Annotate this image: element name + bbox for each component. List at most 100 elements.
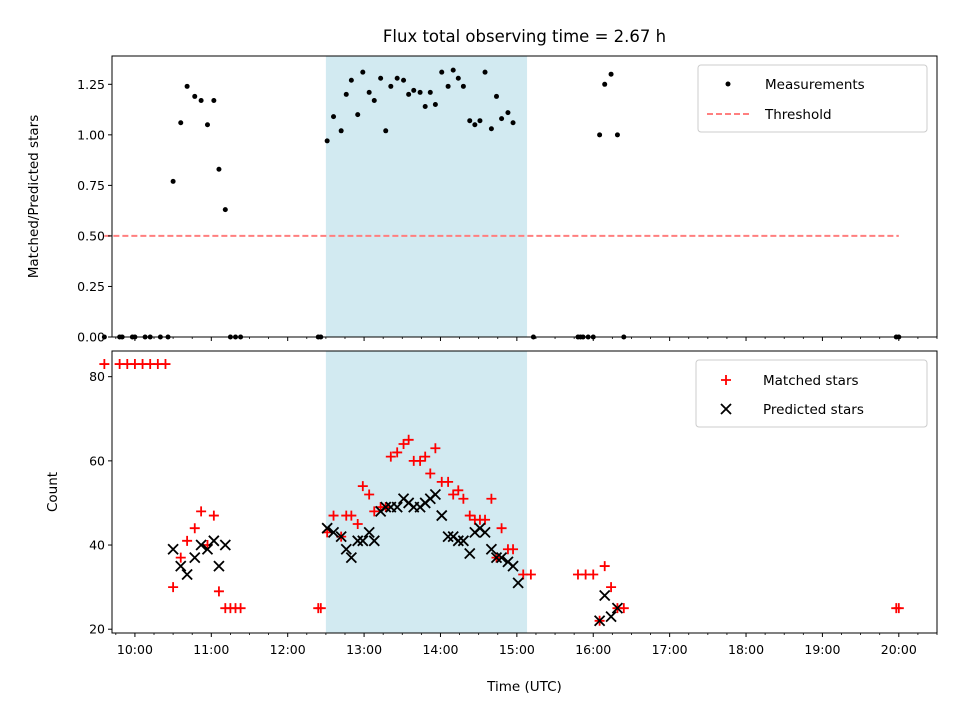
matched-star-point [496, 523, 507, 534]
predicted-star-point [208, 535, 220, 547]
matched-star-point [599, 561, 610, 572]
xtick-label: 11:00 [193, 642, 229, 657]
predicted-star-point [368, 535, 380, 547]
matched-star-point [398, 439, 409, 450]
measurement-point [450, 67, 456, 73]
predicted-star-point [195, 539, 207, 551]
predicted-star-point [457, 535, 470, 547]
matched-star-point [893, 603, 904, 614]
bottom-axes-frame [111, 350, 938, 634]
bot-ytick-label: 80 [89, 369, 105, 384]
legend-measurements-marker [725, 81, 731, 87]
predicted-star-point [485, 543, 498, 555]
predicted-star-point [219, 539, 231, 551]
matched-star-point [189, 523, 200, 534]
measurement-point [388, 83, 394, 89]
matched-star-point [99, 359, 110, 370]
predicted-star-point [593, 615, 606, 627]
measurement-point [439, 69, 445, 75]
measurement-point [324, 138, 330, 144]
measurement-point [488, 126, 494, 132]
top-highlight-span [325, 56, 528, 337]
predicted-star-point [167, 543, 179, 555]
xtick-label: 13:00 [346, 642, 382, 657]
measurement-point [211, 97, 217, 103]
matched-star-point [458, 493, 469, 504]
predicted-star-point [201, 543, 214, 555]
matched-star-point [486, 493, 497, 504]
matched-star-point [208, 510, 219, 521]
measurement-point [455, 75, 461, 81]
measurement-point [198, 97, 204, 103]
predicted-star-point [189, 552, 201, 564]
bot-ytick-label: 40 [89, 538, 105, 553]
measurement-point [184, 83, 190, 89]
measurement-point [608, 71, 614, 77]
measurement-point [178, 120, 184, 126]
matched-star-point [213, 586, 224, 597]
predicted-star-point [512, 577, 524, 589]
matched-star-point [328, 510, 339, 521]
predicted-star-point [611, 602, 624, 614]
measurement-point [348, 77, 354, 83]
predicted-star-point [452, 535, 464, 547]
predicted-star-point [352, 535, 364, 547]
legend-cross-glyph [720, 403, 732, 415]
measurement-point [427, 89, 433, 95]
measurement-point [371, 97, 377, 103]
predicted-star-point [436, 509, 448, 522]
matched-star-point [364, 489, 375, 500]
matched-star-point [443, 476, 454, 487]
bottom-xlabel: Time (UTC) [486, 679, 562, 695]
top-panel: 0.00 0.25 0.50 0.75 1.00 1.25 Matched/Predict… [26, 55, 938, 345]
matched-star-point [464, 510, 475, 521]
matched-star-point [235, 603, 246, 614]
measurement-point [216, 166, 222, 172]
top-marks [101, 67, 902, 340]
predicted-star-point [321, 522, 333, 534]
xtick-label: 12:00 [270, 642, 306, 657]
legend-predicted-marker [720, 403, 732, 415]
bottom-legend: Matched stars Predicted stars [695, 359, 928, 428]
measurement-point [192, 93, 198, 99]
predicted-star-point [213, 560, 225, 572]
top-ytick-label: 0.25 [77, 279, 105, 294]
predicted-star-point [175, 560, 187, 572]
matched-star-point [525, 569, 536, 580]
predicted-star-point [380, 501, 392, 513]
top-axes-frame [111, 55, 938, 338]
predicted-star-point [181, 568, 193, 581]
measurement-point [204, 122, 210, 128]
matched-star-point [385, 451, 396, 462]
matched-star-point [346, 510, 357, 521]
measurement-point [355, 112, 361, 118]
measurement-point [432, 102, 438, 108]
bottom-ticks: 20 40 60 80 10:00 11:00 12:00 13:00 14:00 15:00 16… [89, 369, 938, 657]
top-ytick-label: 0.50 [77, 228, 105, 243]
measurement-point [467, 118, 473, 124]
matched-star-point [392, 447, 403, 458]
predicted-star-point [507, 560, 519, 572]
matched-star-point [160, 359, 171, 370]
measurement-point [343, 91, 349, 97]
matched-star-point [588, 569, 599, 580]
measurement-point [406, 91, 412, 97]
matched-star-point [425, 468, 436, 479]
measurement-point [170, 178, 176, 184]
matched-star-point [430, 443, 441, 454]
predicted-star-point [340, 543, 352, 555]
xtick-label: 20:00 [881, 642, 917, 657]
top-legend: Measurements Threshold [697, 64, 928, 133]
xtick-label: 15:00 [499, 642, 535, 657]
matched-star-point [618, 603, 629, 614]
predicted-star-point [490, 552, 503, 564]
measurement-point [597, 132, 603, 138]
legend-matched-marker [721, 375, 731, 385]
legend-plus-glyph [721, 375, 731, 385]
measurement-point [505, 110, 511, 116]
matched-star-point [357, 481, 368, 492]
measurement-point [360, 69, 366, 75]
matched-star-point [453, 485, 464, 496]
top-ytick-label: 1.00 [77, 127, 105, 142]
